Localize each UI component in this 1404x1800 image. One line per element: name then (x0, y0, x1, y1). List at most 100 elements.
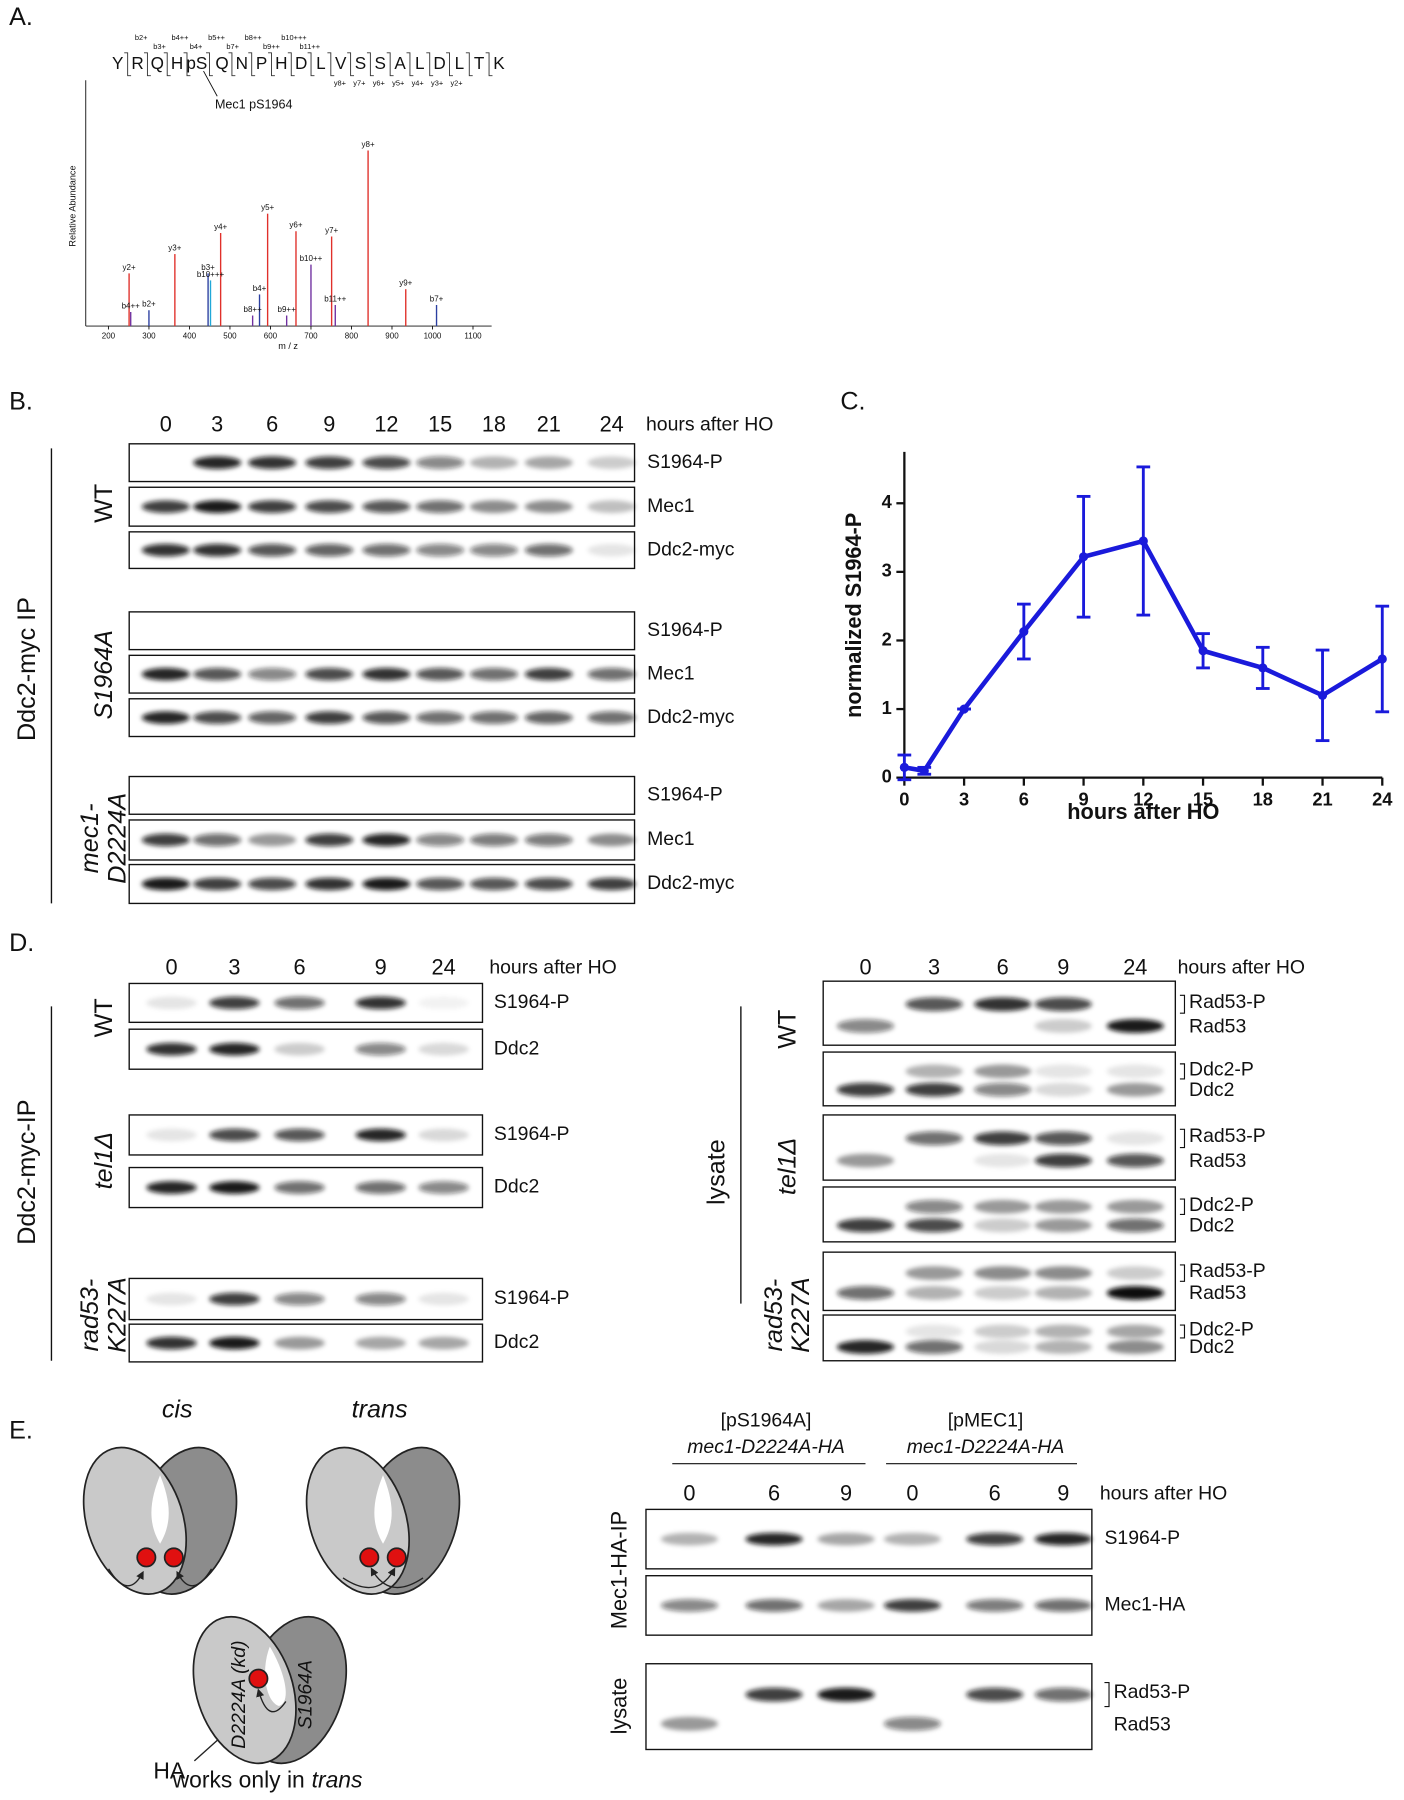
band (146, 1181, 197, 1194)
blot (128, 775, 636, 815)
axis-title: normalized S1964-P (841, 513, 866, 718)
cartoon-kd (192, 1615, 348, 1765)
cartoon-label: trans (352, 1396, 408, 1424)
fragment-bracket (485, 52, 493, 77)
point (1079, 552, 1089, 562)
band (974, 1340, 1032, 1354)
band (146, 1128, 197, 1142)
residue: S (375, 53, 386, 73)
band (141, 543, 190, 557)
ion-label: b2+ (135, 33, 148, 42)
timepoint: 0 (683, 1480, 695, 1505)
band (817, 1687, 875, 1702)
plasmid-label: [pMEC1] (948, 1409, 1024, 1431)
band (193, 456, 242, 469)
strain-label: lysate (607, 1678, 632, 1735)
row-label: Rad53 (1189, 1150, 1246, 1172)
site-label: Mec1 pS1964 (215, 98, 293, 112)
band (193, 833, 242, 847)
band (966, 1687, 1024, 1702)
peak-label: b11++ (324, 294, 346, 303)
fragment-bracket (248, 52, 256, 77)
peak-label: y3+ (168, 243, 181, 252)
panel-label: C. (840, 387, 865, 415)
band (524, 667, 573, 681)
band (416, 543, 465, 557)
point (1198, 646, 1208, 656)
bracket (1179, 1264, 1186, 1282)
strain-label: S1964A (90, 630, 118, 719)
band (836, 1153, 895, 1168)
band (141, 877, 190, 891)
residue: K (493, 53, 505, 73)
row-label: Rad53-P (1189, 991, 1266, 1013)
cartoon-label: cis (162, 1396, 193, 1424)
point (1138, 536, 1148, 546)
band (745, 1599, 803, 1612)
band (974, 1218, 1032, 1233)
band (905, 997, 963, 1012)
row-label: S1964-P (1104, 1527, 1180, 1549)
timepoint: 9 (375, 954, 387, 979)
peak-label: y8+ (362, 140, 375, 149)
peak-label: b4+ (253, 284, 267, 293)
band (1034, 997, 1092, 1012)
band (146, 1042, 197, 1056)
band (469, 667, 518, 681)
y-tick-label: 4 (882, 491, 893, 512)
band (905, 1064, 963, 1079)
timepoint: 0 (160, 411, 172, 436)
time-unit: hours after HO (1100, 1483, 1227, 1505)
x-tick-label: 3 (959, 788, 969, 809)
residue: S (355, 53, 366, 73)
band (355, 996, 406, 1010)
fragment-bracket (124, 52, 132, 77)
strain-label: WT (90, 484, 118, 523)
ion-label: y8+ (334, 79, 346, 88)
cartoon-label: HA (153, 1757, 186, 1783)
strain-label: tel1Δ (90, 1132, 118, 1189)
timepoint: 9 (1057, 1480, 1069, 1505)
band (1034, 1019, 1092, 1033)
strain-label: Mec1-HA-IP (607, 1511, 632, 1629)
residue: P (256, 53, 267, 73)
ion-label: y2+ (450, 79, 462, 88)
fragment-bracket (307, 52, 315, 77)
band (416, 500, 465, 513)
cartoon-label: S1964A (295, 1660, 317, 1729)
band (469, 543, 518, 557)
timepoint: 3 (228, 954, 240, 979)
caption: works only in trans (172, 1767, 363, 1793)
band (817, 1599, 875, 1612)
ion-label: b7+ (226, 42, 239, 51)
band (355, 1181, 406, 1194)
band (248, 711, 297, 724)
band (745, 1687, 803, 1702)
band (587, 833, 636, 847)
residue: D (295, 53, 307, 73)
band (836, 1082, 895, 1097)
bracket (1179, 1198, 1186, 1215)
band (524, 833, 573, 847)
timepoint: 6 (989, 1480, 1001, 1505)
band (1034, 1340, 1092, 1354)
band (1034, 1218, 1092, 1233)
band (587, 456, 636, 469)
residue: A (394, 53, 406, 73)
band (1034, 1532, 1092, 1546)
row-label: Ddc2-myc (647, 538, 735, 560)
row-label: Rad53 (1189, 1282, 1246, 1304)
blot (822, 1251, 1177, 1312)
peak-label: b3+ (201, 263, 215, 272)
y-tick-label: 2 (882, 628, 892, 649)
band (305, 456, 354, 469)
peak-label: b8++ (244, 305, 263, 314)
x-tick-label: 21 (1312, 788, 1332, 809)
bracket (1179, 1128, 1186, 1149)
band (1106, 1266, 1164, 1280)
strain-label: tel1Δ (774, 1138, 802, 1195)
band (524, 877, 573, 891)
timepoint: 6 (266, 411, 278, 436)
fragment-bracket (426, 52, 434, 77)
